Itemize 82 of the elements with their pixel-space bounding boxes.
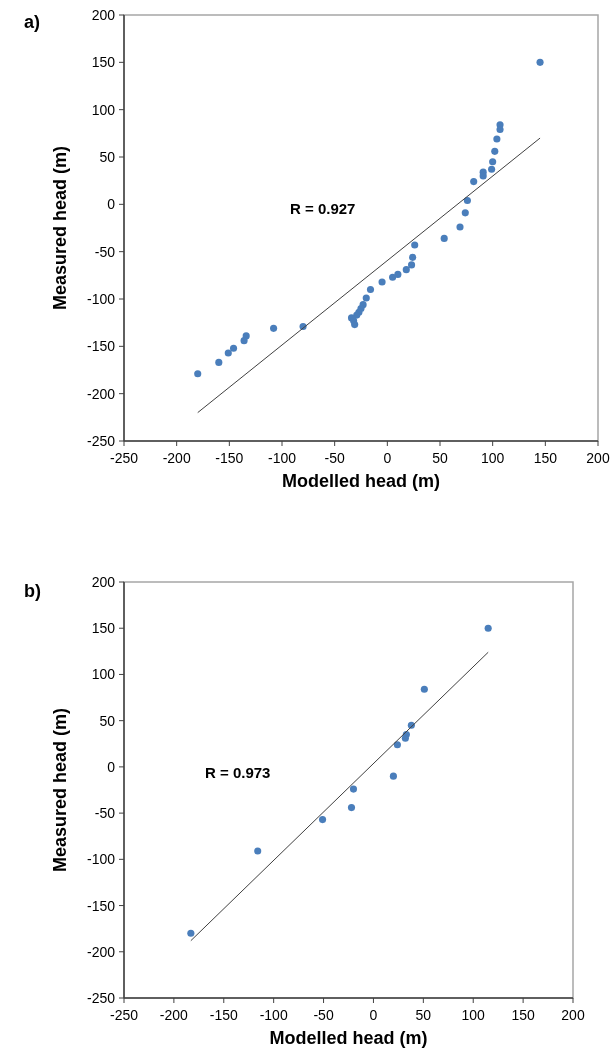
y-axis-title: Measured head (m) bbox=[50, 145, 70, 311]
point bbox=[347, 804, 356, 812]
point bbox=[394, 270, 402, 278]
y-tick-label: -150 bbox=[86, 338, 116, 355]
point bbox=[362, 294, 370, 302]
x-tick-label: 200 bbox=[561, 1007, 585, 1023]
point bbox=[349, 785, 358, 793]
y-axis-title: Measured head (m) bbox=[50, 707, 70, 873]
point bbox=[366, 285, 375, 294]
y-tick-label: 100 bbox=[91, 666, 116, 683]
point bbox=[484, 624, 492, 632]
y-tick-label: 50 bbox=[99, 149, 116, 165]
y-tick-label: 200 bbox=[91, 574, 116, 590]
point bbox=[389, 772, 397, 780]
point bbox=[407, 261, 416, 269]
point bbox=[409, 253, 417, 261]
point bbox=[270, 324, 278, 332]
y-tick-label: -50 bbox=[94, 805, 116, 822]
annotation: R = 0.927 bbox=[290, 200, 356, 217]
x-tick-label: -50 bbox=[324, 450, 345, 466]
y-tick-label: 150 bbox=[91, 54, 116, 71]
x-tick-label: -50 bbox=[313, 1007, 334, 1023]
x-tick-label: -100 bbox=[267, 450, 297, 466]
y-tick-label: 200 bbox=[91, 7, 116, 23]
x-tick-label: -100 bbox=[259, 1007, 288, 1023]
point bbox=[389, 273, 397, 281]
point bbox=[351, 321, 359, 329]
point bbox=[229, 344, 238, 352]
point bbox=[456, 223, 464, 231]
y-tick-label: 150 bbox=[91, 620, 116, 637]
x-tick-label: -200 bbox=[159, 1007, 189, 1023]
x-tick-label: 100 bbox=[461, 1007, 486, 1023]
point bbox=[536, 58, 544, 66]
point bbox=[491, 147, 499, 155]
y-tick-label: -50 bbox=[94, 243, 116, 260]
y-tick-label: 50 bbox=[99, 712, 116, 729]
point bbox=[488, 165, 496, 173]
point bbox=[493, 135, 501, 143]
point bbox=[402, 266, 410, 274]
point bbox=[318, 816, 327, 824]
point bbox=[378, 278, 386, 286]
y-tick-label: -200 bbox=[86, 943, 116, 960]
x-tick-label: -200 bbox=[162, 450, 191, 466]
chart-title: a) bbox=[24, 12, 41, 32]
x-tick-label: 0 bbox=[383, 450, 392, 466]
point bbox=[187, 929, 195, 937]
point bbox=[215, 358, 223, 366]
y-tick-label: 100 bbox=[91, 101, 116, 118]
y-tick-label: 0 bbox=[107, 196, 116, 213]
y-tick-label: -100 bbox=[86, 291, 116, 307]
x-tick-label: 150 bbox=[511, 1007, 535, 1023]
point bbox=[440, 234, 448, 242]
y-tick-label: -200 bbox=[86, 385, 116, 402]
point bbox=[463, 196, 471, 205]
y-tick-label: -250 bbox=[86, 433, 116, 449]
x-tick-label: 0 bbox=[369, 1007, 378, 1023]
point bbox=[224, 349, 232, 357]
point bbox=[420, 685, 428, 693]
chart-title: b) bbox=[24, 581, 41, 601]
point bbox=[461, 209, 469, 217]
x-tick-label: 50 bbox=[415, 1007, 432, 1023]
point bbox=[470, 178, 478, 186]
point bbox=[411, 241, 419, 249]
point bbox=[194, 370, 202, 378]
point bbox=[240, 337, 248, 345]
point bbox=[489, 158, 497, 166]
annotation: R = 0.973 bbox=[205, 764, 271, 781]
x-tick-label: 100 bbox=[480, 450, 505, 466]
x-tick-label: -150 bbox=[209, 1007, 238, 1023]
x-axis-title: Modelled head (m) bbox=[269, 1028, 428, 1048]
x-tick-label: 50 bbox=[432, 450, 448, 466]
y-tick-label: -150 bbox=[86, 897, 116, 914]
y-tick-label: -250 bbox=[86, 990, 116, 1006]
point bbox=[393, 741, 401, 749]
y-tick-label: -100 bbox=[86, 851, 116, 868]
x-axis-title: Modelled head (m) bbox=[281, 471, 441, 491]
y-tick-label: 0 bbox=[107, 758, 116, 775]
x-tick-label: 150 bbox=[533, 450, 558, 466]
x-tick-label: -150 bbox=[215, 450, 244, 466]
x-tick-label: 200 bbox=[586, 450, 610, 466]
point bbox=[479, 172, 487, 180]
point bbox=[254, 847, 262, 855]
